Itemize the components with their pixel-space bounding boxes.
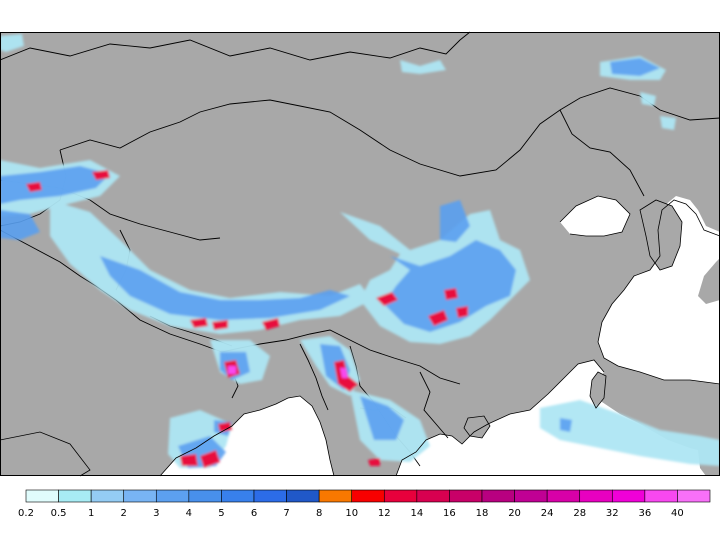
legend-swatch xyxy=(25,489,59,503)
land-mass xyxy=(0,32,720,476)
legend-tick-label: 18 xyxy=(475,508,489,519)
legend-tick-label: 24 xyxy=(540,508,554,519)
legend-tick-label: 0.2 xyxy=(18,508,34,519)
legend-swatch xyxy=(449,489,483,503)
legend-swatch xyxy=(318,489,353,503)
legend-swatch xyxy=(644,489,678,503)
legend-swatch xyxy=(58,489,92,503)
legend-swatch xyxy=(611,489,646,503)
bohai-sea xyxy=(560,196,630,236)
legend-swatch xyxy=(221,489,255,503)
taiwan-island xyxy=(590,372,606,408)
legend-tick-label: 7 xyxy=(283,508,290,519)
legend-swatch xyxy=(416,489,450,503)
legend-tick-label: 28 xyxy=(573,508,587,519)
legend-swatch xyxy=(188,489,222,503)
andaman-islands xyxy=(330,420,338,462)
legend-tick-label: 6 xyxy=(250,508,258,519)
legend-swatch xyxy=(677,489,711,503)
legend-tick-label: 12 xyxy=(377,508,391,519)
legend-swatch xyxy=(155,489,190,503)
legend-swatch xyxy=(286,489,320,503)
legend-tick-label: 32 xyxy=(605,508,619,519)
legend-tick-label: 36 xyxy=(638,508,652,519)
legend-swatch xyxy=(253,489,287,503)
precipitation-overlay xyxy=(0,34,720,468)
legend-swatch xyxy=(90,489,125,503)
legend-swatch xyxy=(123,489,157,503)
legend-tick-label: 40 xyxy=(671,508,684,519)
legend-swatch xyxy=(514,489,548,503)
legend-swatch xyxy=(481,489,515,503)
japan-land xyxy=(698,258,720,304)
yellow-sea xyxy=(598,200,720,384)
legend-swatch xyxy=(579,489,613,503)
legend-tick-label: 16 xyxy=(443,508,456,519)
legend-tick-label: 1 xyxy=(87,508,95,519)
legend-tick-label: 4 xyxy=(185,508,193,519)
legend-tick-label: 14 xyxy=(410,508,424,519)
korea-land xyxy=(640,200,682,270)
legend-tick-label: 2 xyxy=(120,508,127,519)
hainan-island xyxy=(464,416,490,438)
legend-swatch xyxy=(546,489,581,503)
legend-swatch xyxy=(351,489,385,503)
legend-swatch xyxy=(383,489,418,503)
coastlines xyxy=(0,195,720,477)
legend-tick-label: 3 xyxy=(153,508,160,519)
legend-tick-label: 0.5 xyxy=(50,508,67,519)
legend-tick-label: 20 xyxy=(508,508,521,519)
legend-tick-label: 8 xyxy=(315,508,323,519)
legend-tick-label: 5 xyxy=(218,508,225,519)
legend-tick-label: 10 xyxy=(345,508,359,519)
